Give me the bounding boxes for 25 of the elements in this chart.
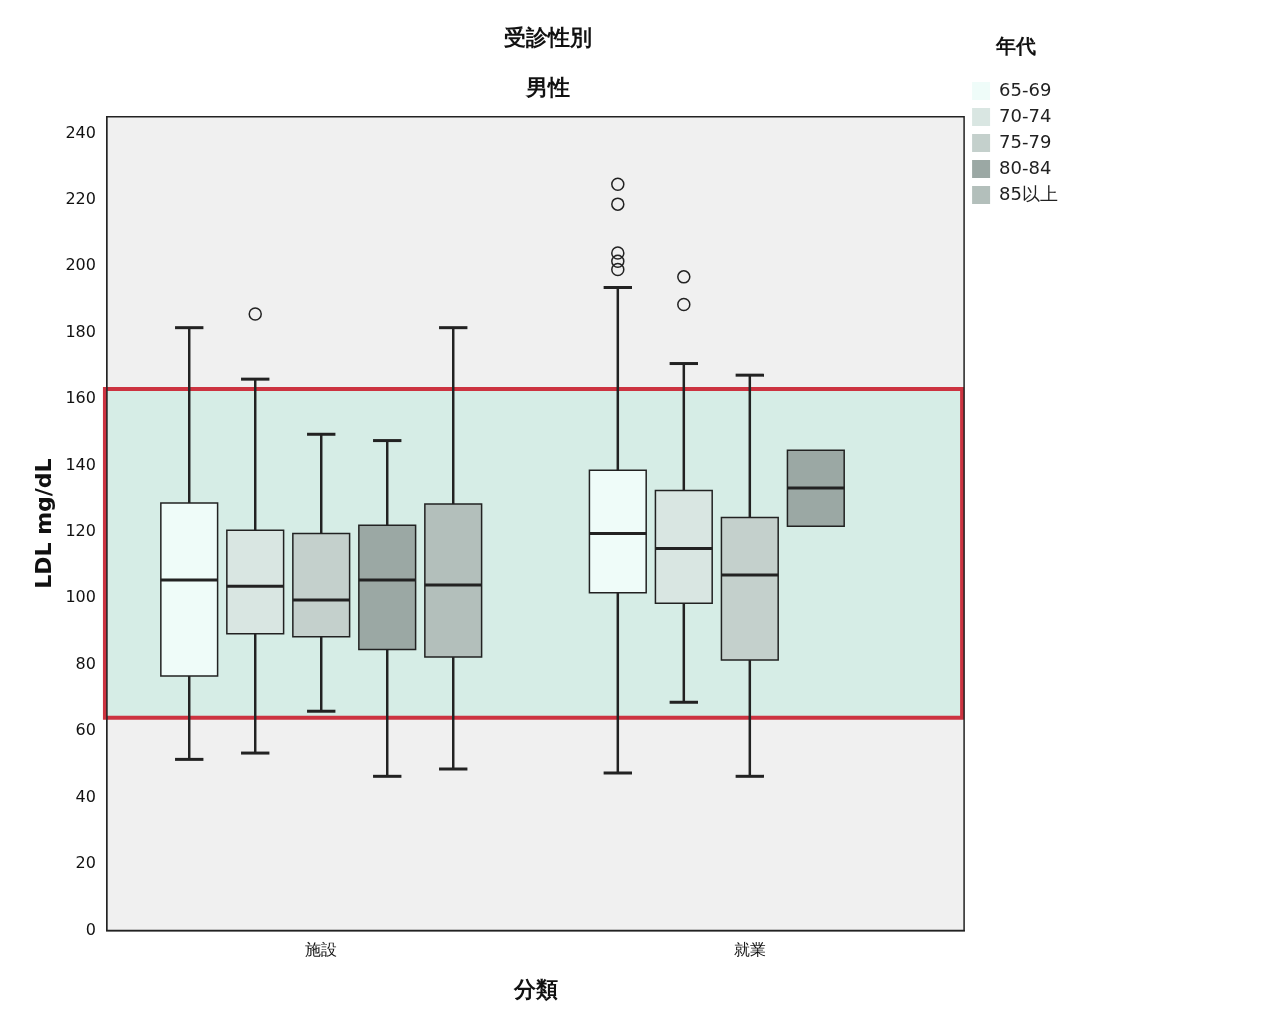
y-tick-label: 140 <box>65 454 96 474</box>
y-tick-label: 180 <box>65 321 96 341</box>
y-tick-label: 100 <box>65 587 96 607</box>
x-axis-title: 分類 <box>512 976 558 1002</box>
y-tick-label: 60 <box>75 720 96 740</box>
y-tick-label: 220 <box>65 188 96 208</box>
y-tick-label: 0 <box>85 919 96 939</box>
legend-label: 65-69 <box>999 78 1052 100</box>
legend-label: 75-79 <box>999 130 1052 152</box>
legend-title: 年代 <box>995 34 1037 59</box>
y-tick-label: 240 <box>65 122 96 142</box>
x-tick-label: 施設 <box>305 940 338 960</box>
y-tick-label: 20 <box>75 853 96 873</box>
chart-title: 受診性別 <box>504 24 592 50</box>
legend-label: 85以上 <box>999 182 1058 204</box>
y-tick-label: 120 <box>65 521 96 541</box>
y-tick-label: 200 <box>65 255 96 275</box>
legend-label: 70-74 <box>999 104 1052 126</box>
y-tick-label: 80 <box>75 653 96 673</box>
y-tick-label: 160 <box>65 388 96 408</box>
y-axis-title: LDL mg/dL <box>30 458 56 589</box>
chart-subtitle: 男性 <box>525 75 570 101</box>
x-tick-label: 就業 <box>733 940 766 960</box>
legend-label: 80-84 <box>999 156 1052 178</box>
y-tick-label: 40 <box>75 786 96 806</box>
